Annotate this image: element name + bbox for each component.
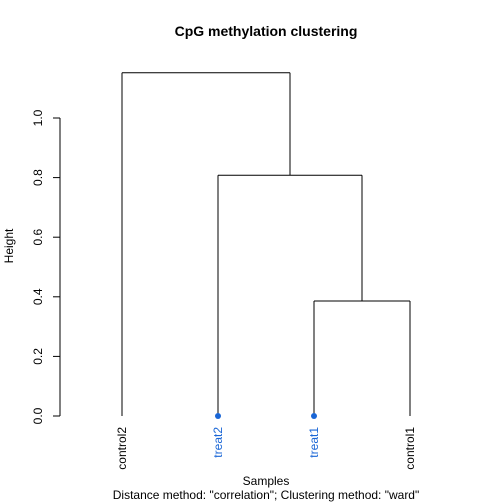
- leaf-labels: control2 treat2 treat1 control1: [115, 427, 417, 470]
- dendrogram-branches: [121, 72, 411, 416]
- y-tick-label: 0.2: [31, 348, 45, 365]
- y-axis: 0.0 0.2 0.4 0.6 0.8 1.0: [31, 109, 61, 424]
- leaf-label-treat2: treat2: [211, 427, 225, 458]
- leaf-label-control2: control2: [115, 427, 129, 470]
- y-tick-label: 0.4: [31, 288, 45, 305]
- leaf-markers: [215, 413, 317, 419]
- y-tick-label: 0.8: [31, 169, 45, 186]
- x-axis-label: Samples: [243, 474, 290, 488]
- leaf-label-treat1: treat1: [307, 427, 321, 458]
- chart-title: CpG methylation clustering: [175, 23, 358, 39]
- leaf-label-control1: control1: [403, 427, 417, 470]
- y-tick-label: 0.6: [31, 229, 45, 246]
- leaf-marker-treat1: [311, 413, 317, 419]
- chart-subtitle: Distance method: "correlation"; Clusteri…: [113, 488, 420, 502]
- leaf-marker-treat2: [215, 413, 221, 419]
- y-tick-label: 0.0: [31, 407, 45, 424]
- y-axis-label: Height: [2, 228, 16, 263]
- y-tick-label: 1.0: [31, 109, 45, 126]
